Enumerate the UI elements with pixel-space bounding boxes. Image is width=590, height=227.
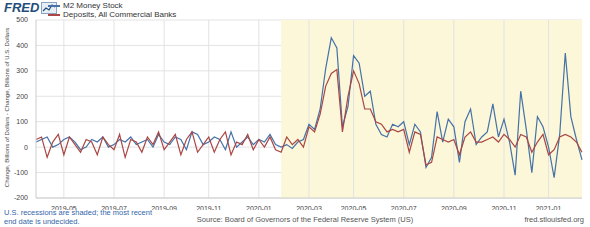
html-text:M2 Money Stock: M2 Money Stock — [63, 1, 123, 10]
svg-text:2020-01: 2020-01 — [246, 205, 272, 210]
html-text:U.S. recessions are shaded; th: U.S. recessions are shaded; the most rec… — [4, 208, 152, 226]
svg-text:-100: -100 — [14, 169, 28, 176]
svg-text:2020-11: 2020-11 — [491, 205, 516, 210]
svg-text:2020-07: 2020-07 — [391, 205, 417, 210]
svg-text:2021-01: 2021-01 — [536, 205, 562, 210]
svg-text:2019-11: 2019-11 — [196, 205, 221, 210]
svg-text:0: 0 — [24, 144, 28, 151]
svg-text:100: 100 — [16, 118, 28, 125]
svg-text:400: 400 — [16, 42, 28, 49]
html-text:Change, Billions of Dollars -: Change, Billions of Dollars - Change, Bi… — [3, 27, 10, 188]
html-text:Source: Board of Governors of: Source: Board of Governors of the Federa… — [196, 215, 414, 224]
html-text:Deposits, All Commercial Banks: Deposits, All Commercial Banks — [63, 10, 177, 19]
svg-text:2020-05: 2020-05 — [341, 205, 367, 210]
html-text:FRED: FRED — [4, 0, 40, 15]
svg-text:-200: -200 — [14, 194, 28, 201]
svg-text:2020-09: 2020-09 — [441, 205, 467, 210]
html-text:fred.stlouisfed.org: fred.stlouisfed.org — [524, 215, 584, 224]
svg-text:2019-09: 2019-09 — [151, 205, 177, 210]
svg-text:500: 500 — [16, 16, 28, 23]
svg-text:200: 200 — [16, 93, 28, 100]
svg-text:300: 300 — [16, 67, 28, 74]
svg-text:2020-03: 2020-03 — [296, 205, 322, 210]
